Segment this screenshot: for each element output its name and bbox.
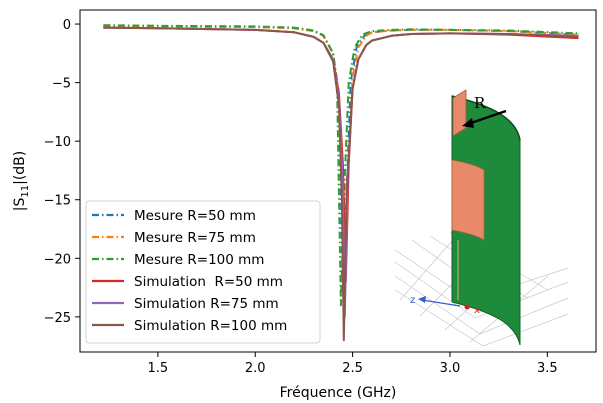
legend-label: Simulation R=50 mm xyxy=(134,274,283,290)
radius-label: R xyxy=(474,94,486,112)
x-tick-label: 2.0 xyxy=(245,361,266,376)
y-tick-label: −5 xyxy=(52,77,71,92)
feed-strip-top xyxy=(452,89,467,137)
z-axis-arrowhead xyxy=(418,296,426,303)
radius-arrowhead xyxy=(462,118,474,128)
plot-area-frame xyxy=(79,9,597,353)
y-tick-label: −10 xyxy=(44,135,71,150)
legend-label: Mesure R=75 mm xyxy=(134,230,256,246)
z-axis-arrow xyxy=(421,299,461,307)
y-tick-label: −25 xyxy=(44,311,71,326)
x-tick-label: 1.5 xyxy=(148,361,169,376)
legend-label: Simulation R=75 mm xyxy=(134,296,279,312)
legend-label: Mesure R=50 mm xyxy=(134,208,256,224)
origin-marker xyxy=(464,304,470,310)
x-axis-ticks: 1.5 2.0 2.5 3.0 3.5 xyxy=(148,352,558,376)
series-line-3 xyxy=(103,24,579,307)
legend-box xyxy=(85,200,321,344)
antenna-inset: R z x xyxy=(394,89,569,347)
x-axis-label: Fréquence (GHz) xyxy=(280,385,397,401)
x-axis-label: x xyxy=(474,305,480,316)
x-tick-label: 3.5 xyxy=(537,361,558,376)
y-axis-ticks: 0 −5 −10 −15 −20 −25 xyxy=(44,18,80,326)
legend: Mesure R=50 mm Mesure R=75 mm Mesure R=100… xyxy=(85,200,321,344)
series-layer xyxy=(103,24,579,342)
series-line-6 xyxy=(103,26,579,342)
z-axis-label: z xyxy=(410,295,415,306)
y-tick-label: 0 xyxy=(63,18,71,33)
legend-label: Mesure R=100 mm xyxy=(134,252,264,268)
radius-arrow xyxy=(467,109,507,126)
y-tick-label: −15 xyxy=(44,194,71,209)
x-tick-label: 2.5 xyxy=(342,361,363,376)
legend-label: Simulation R=100 mm xyxy=(134,318,287,334)
radiating-patch xyxy=(451,159,485,241)
y-tick-label: −20 xyxy=(44,252,71,267)
x-tick-label: 3.0 xyxy=(440,361,461,376)
